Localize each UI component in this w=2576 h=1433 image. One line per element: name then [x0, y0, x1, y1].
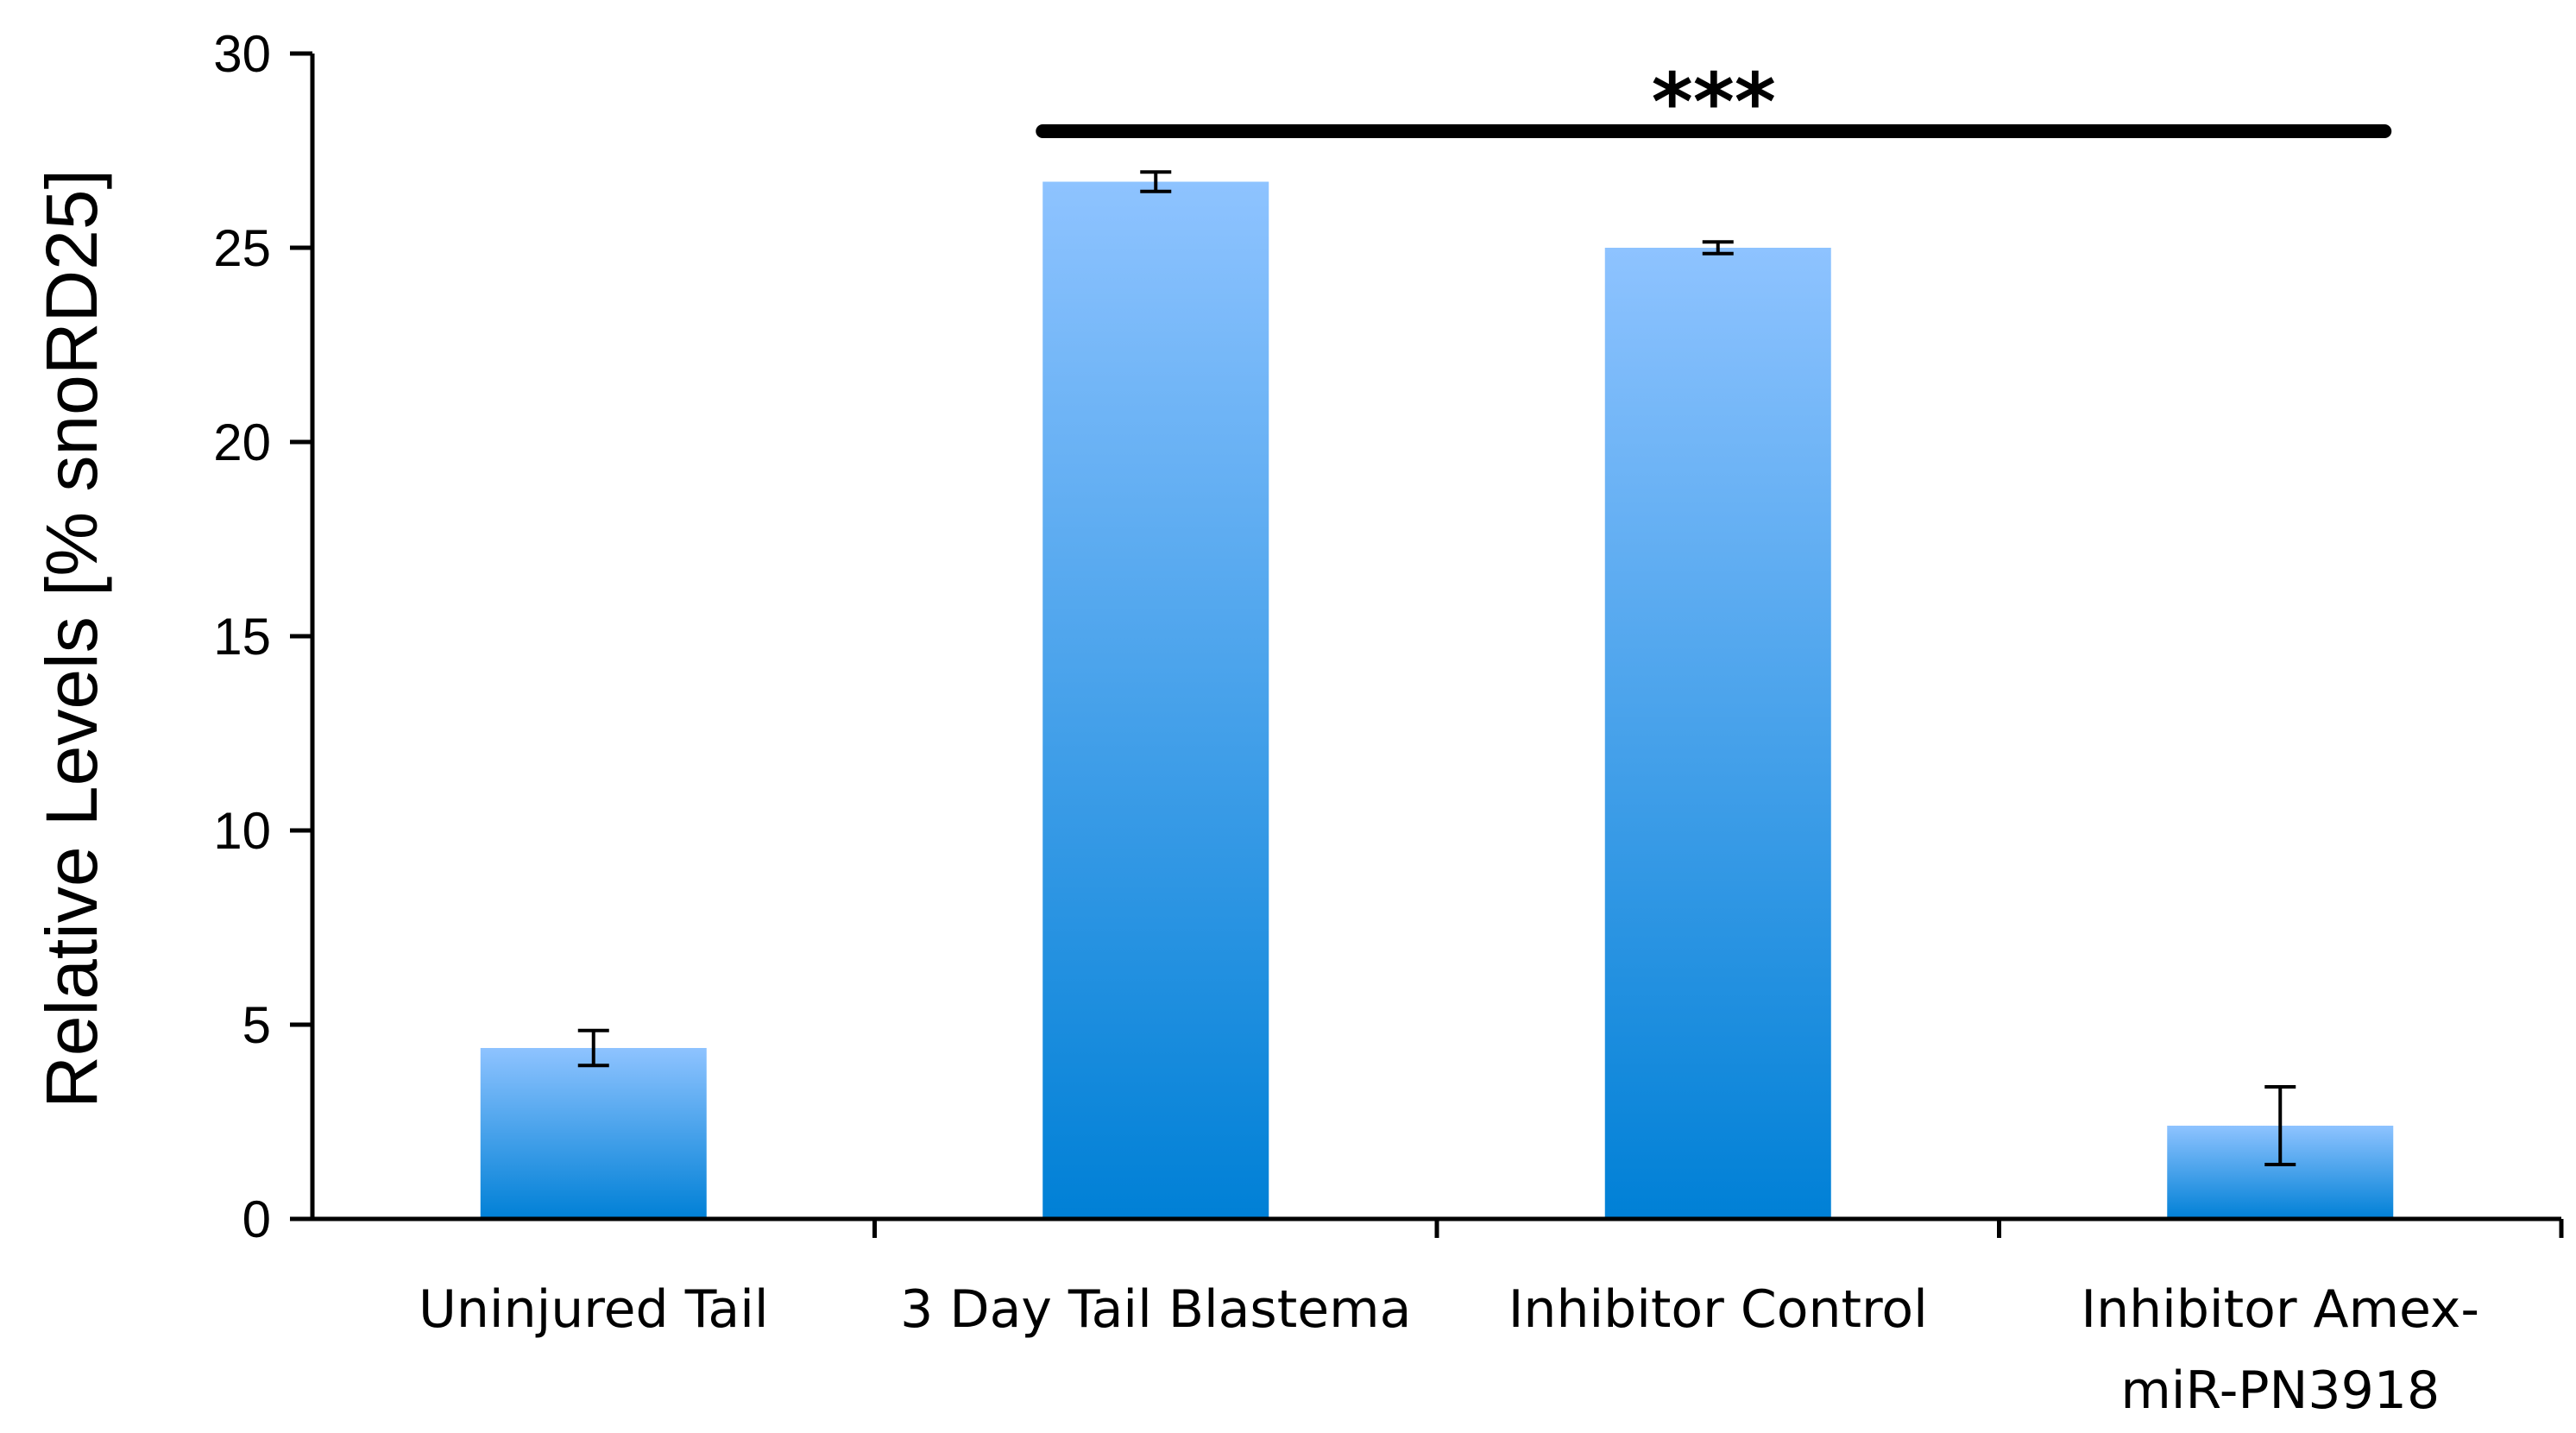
- y-tick-label: 15: [213, 608, 271, 666]
- bar: [1042, 181, 1269, 1219]
- y-tick-label: 10: [213, 802, 271, 860]
- error-bar: [1140, 170, 1172, 193]
- x-tick-label: Inhibitor Amex-miR-PN3918: [2081, 1279, 2479, 1421]
- y-tick-label: 25: [213, 219, 271, 277]
- x-tick-label: Uninjured Tail: [419, 1279, 769, 1340]
- bar: [1604, 248, 1831, 1219]
- y-tick-label: 30: [213, 25, 271, 83]
- y-axis-title: Relative Levels [% snoRD25]: [31, 169, 112, 1108]
- y-tick-label: 20: [213, 413, 271, 471]
- x-tick-label: 3 Day Tail Blastema: [900, 1279, 1411, 1340]
- error-bar: [1702, 240, 1734, 256]
- y-tick-label: 5: [242, 996, 271, 1054]
- y-tick-label: 0: [242, 1190, 271, 1248]
- x-tick-label: Inhibitor Control: [1508, 1279, 1928, 1340]
- significance-label: ***: [1652, 56, 1776, 148]
- error-bar: [2264, 1085, 2296, 1166]
- bar: [480, 1048, 707, 1219]
- error-bar: [577, 1028, 609, 1068]
